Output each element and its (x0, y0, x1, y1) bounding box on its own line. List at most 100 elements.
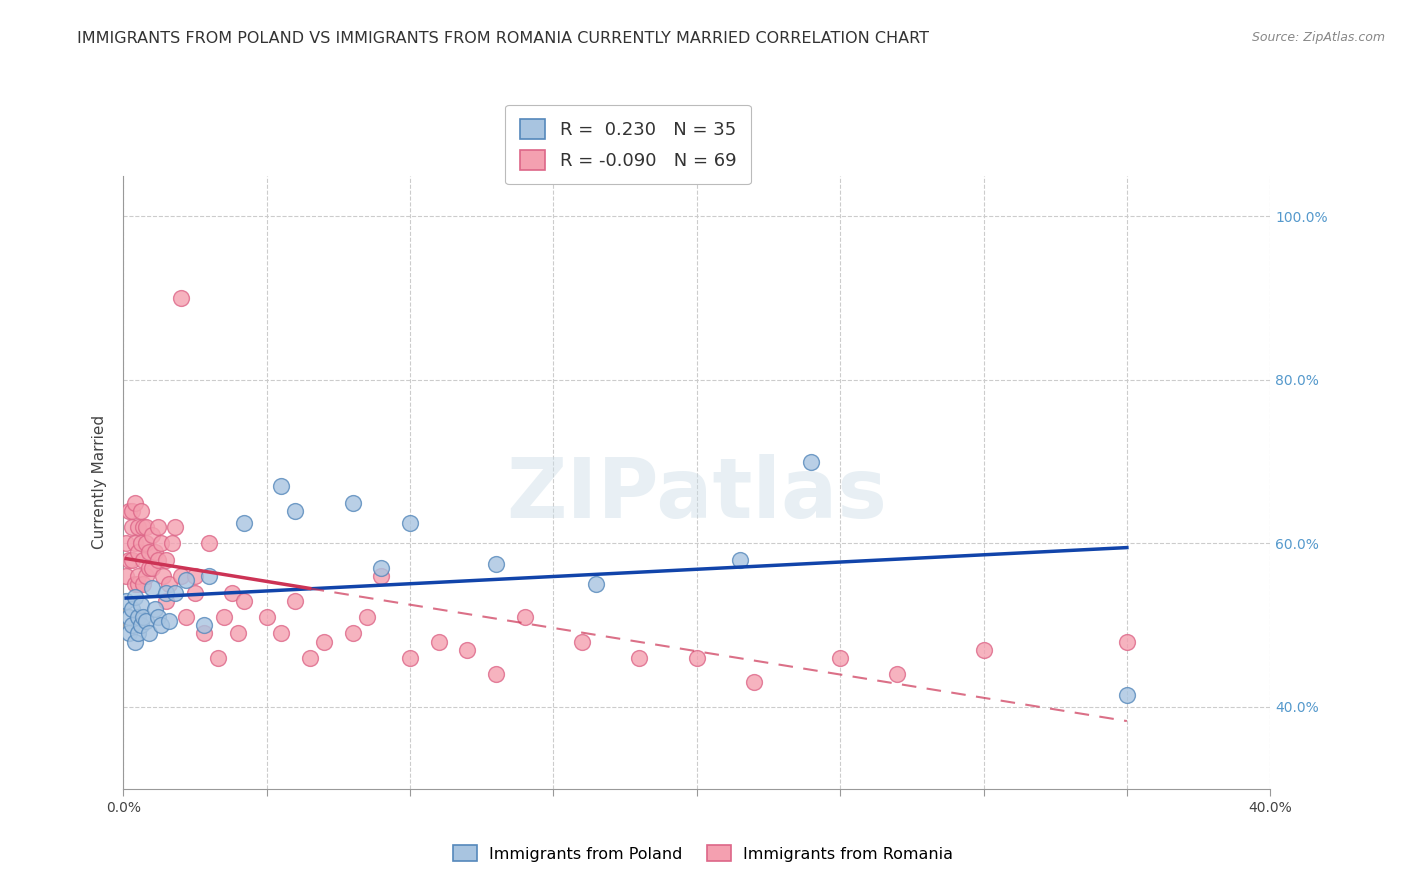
Point (226, 626, 249, 640)
Point (427, 634, 450, 648)
Point (160, 536, 183, 550)
Point (135, 569, 157, 583)
Point (485, 667, 508, 681)
Point (135, 614, 157, 628)
Point (121, 602, 143, 616)
Point (176, 610, 198, 624)
Point (115, 593, 138, 607)
Text: Source: ZipAtlas.com: Source: ZipAtlas.com (1251, 31, 1385, 45)
Point (232, 516, 254, 530)
Point (312, 634, 335, 648)
Legend: Immigrants from Poland, Immigrants from Romania: Immigrants from Poland, Immigrants from … (446, 838, 960, 868)
Point (132, 553, 155, 567)
Point (184, 585, 207, 599)
Point (141, 528, 163, 542)
Text: IMMIGRANTS FROM POLAND VS IMMIGRANTS FROM ROMANIA CURRENTLY MARRIED CORRELATION : IMMIGRANTS FROM POLAND VS IMMIGRANTS FRO… (77, 31, 929, 46)
Point (143, 602, 166, 616)
Point (132, 577, 155, 591)
Point (146, 520, 169, 534)
Point (149, 536, 172, 550)
Point (155, 585, 177, 599)
Point (198, 536, 221, 550)
Point (141, 582, 163, 596)
Point (118, 626, 141, 640)
Point (129, 618, 152, 632)
Point (176, 574, 198, 588)
Point (155, 553, 177, 567)
Point (399, 516, 422, 530)
Point (118, 553, 141, 567)
Point (127, 569, 149, 583)
Point (129, 536, 152, 550)
Point (121, 618, 143, 632)
Point (169, 291, 191, 305)
Point (298, 651, 321, 665)
Point (129, 504, 152, 518)
Point (127, 626, 149, 640)
Point (115, 569, 138, 583)
Point (800, 455, 823, 469)
Point (628, 651, 651, 665)
Point (121, 553, 143, 567)
Point (356, 610, 378, 624)
Point (198, 569, 221, 583)
Point (571, 634, 593, 648)
Point (886, 667, 908, 681)
Point (135, 536, 157, 550)
Point (118, 610, 141, 624)
Point (132, 610, 155, 624)
Point (149, 618, 172, 632)
Point (973, 642, 995, 657)
Point (127, 544, 149, 558)
Point (370, 561, 392, 575)
Point (585, 577, 607, 591)
Legend: R =  0.230   N = 35, R = -0.090   N = 69: R = 0.230 N = 35, R = -0.090 N = 69 (505, 105, 751, 185)
Point (456, 642, 478, 657)
Point (686, 651, 709, 665)
Point (129, 598, 152, 612)
Point (399, 651, 422, 665)
Point (370, 569, 392, 583)
Point (152, 569, 174, 583)
Text: ZIPatlas: ZIPatlas (506, 454, 887, 535)
Point (193, 618, 215, 632)
Point (184, 569, 207, 583)
Point (124, 495, 146, 509)
Point (132, 520, 155, 534)
Point (138, 626, 160, 640)
Point (221, 585, 243, 599)
Point (163, 520, 186, 534)
Point (118, 504, 141, 518)
Point (155, 593, 177, 607)
Point (157, 577, 180, 591)
Point (157, 614, 180, 628)
Point (232, 593, 254, 607)
Point (742, 675, 765, 690)
Point (163, 585, 186, 599)
Point (138, 561, 160, 575)
Point (127, 520, 149, 534)
Point (212, 610, 235, 624)
Point (141, 561, 163, 575)
Point (270, 479, 292, 493)
Point (124, 634, 146, 648)
Point (127, 577, 149, 591)
Point (124, 590, 146, 604)
Point (127, 610, 149, 624)
Point (485, 557, 508, 571)
Point (124, 536, 146, 550)
Point (146, 553, 169, 567)
Point (124, 577, 146, 591)
Point (513, 610, 536, 624)
Point (146, 610, 169, 624)
Point (1115, 634, 1137, 648)
Point (256, 610, 278, 624)
Y-axis label: Currently Married: Currently Married (93, 415, 107, 549)
Point (207, 651, 229, 665)
Point (1115, 688, 1137, 702)
Point (138, 544, 160, 558)
Point (193, 626, 215, 640)
Point (830, 651, 852, 665)
Point (135, 520, 157, 534)
Point (284, 593, 307, 607)
